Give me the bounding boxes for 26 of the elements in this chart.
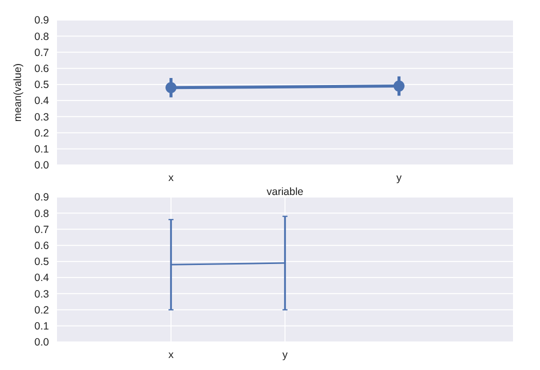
y-axis-title: mean(value) xyxy=(12,63,24,122)
y-tick-label: 0.3 xyxy=(34,111,50,124)
y-tick-label: 0.6 xyxy=(34,240,50,252)
y-tick-label: 0.1 xyxy=(34,320,50,333)
y-tick-label: 0.6 xyxy=(34,63,50,76)
y-tick-label: 0.1 xyxy=(34,144,50,156)
y-tick-label: 0.7 xyxy=(34,224,50,236)
y-tick-label: 0.4 xyxy=(34,272,50,284)
y-tick-label: 0.0 xyxy=(34,336,50,349)
y-tick-label: 0.5 xyxy=(34,256,50,268)
x-tick-label: x xyxy=(168,349,174,361)
y-tick-label: 0.9 xyxy=(34,192,50,204)
x-tick-label: y xyxy=(282,349,288,361)
y-tick-label: 0.3 xyxy=(34,288,50,300)
y-tick-label: 0.5 xyxy=(34,79,50,92)
y-tick-label: 0.9 xyxy=(34,14,50,27)
y-tick-label: 0.8 xyxy=(34,30,50,43)
y-tick-label: 0.0 xyxy=(34,160,50,172)
y-tick-label: 0.8 xyxy=(34,208,50,220)
y-tick-label: 0.7 xyxy=(34,46,50,59)
x-tick-label: x xyxy=(168,172,174,184)
y-tick-label: 0.2 xyxy=(34,304,50,316)
y-tick-label: 0.4 xyxy=(34,95,50,108)
x-tick-label: y xyxy=(396,172,402,184)
y-tick-label: 0.2 xyxy=(34,127,50,140)
x-axis-title: variable xyxy=(266,186,304,198)
